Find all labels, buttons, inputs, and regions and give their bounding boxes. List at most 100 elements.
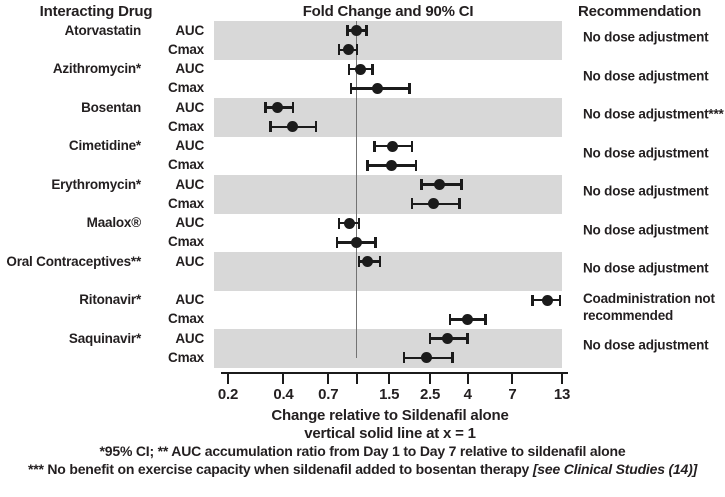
ci-cap-high — [365, 25, 368, 37]
data-point — [355, 63, 367, 75]
ci-cap-low — [531, 294, 534, 306]
footnote-bosentan-citation: [see Clinical Studies (14)] — [532, 461, 698, 477]
data-point — [351, 236, 363, 248]
recommendation-text: No dose adjustment — [583, 222, 709, 238]
ci-cap-low — [402, 352, 406, 364]
param-label: Cmax — [168, 234, 204, 250]
param-label: Cmax — [168, 311, 204, 327]
axis-tick — [282, 372, 285, 384]
group-band — [214, 252, 562, 291]
ci-cap-high — [371, 63, 374, 75]
group-band — [214, 329, 562, 368]
axis-tick — [511, 372, 514, 384]
data-point — [385, 159, 397, 171]
ci-cap-high — [414, 159, 418, 171]
data-point — [386, 140, 398, 152]
drug-name-label: Ritonavir* — [79, 292, 141, 308]
footnote-asterisks: *95% CI; ** AUC accumulation ratio from … — [99, 443, 626, 459]
ci-cap-high — [466, 333, 469, 345]
ci-cap-high — [410, 140, 414, 152]
ci-cap-low — [264, 102, 267, 114]
data-point — [271, 102, 283, 114]
ci-cap-high — [484, 313, 487, 325]
param-label: AUC — [175, 22, 204, 38]
param-label: AUC — [175, 253, 204, 269]
data-point — [351, 25, 363, 37]
vertical-reference-line — [356, 21, 358, 358]
group-band — [214, 175, 562, 214]
param-label: Cmax — [168, 41, 204, 57]
ci-cap-high — [451, 352, 454, 364]
recommendation-text: No dose adjustment — [583, 183, 709, 199]
x-axis-label: Change relative to Sildenafil alone — [271, 407, 509, 424]
ci-cap-low — [448, 313, 452, 325]
ci-cap-high — [460, 179, 463, 191]
drug-name-label: Atorvastatin — [64, 22, 142, 38]
param-label: Cmax — [168, 118, 204, 134]
column-header-interacting-drug: Interacting Drug — [39, 3, 153, 20]
footnote-bosentan: *** No benefit on exercise capacity when… — [0, 461, 725, 478]
axis-tick — [466, 372, 469, 384]
ci-cap-low — [337, 44, 341, 56]
param-label: Cmax — [168, 80, 204, 96]
param-label: AUC — [175, 99, 204, 115]
data-point — [362, 256, 374, 268]
axis-tick-label: 4 — [463, 386, 472, 403]
param-label: Cmax — [168, 195, 204, 211]
recommendation-text: No dose adjustment — [583, 68, 709, 84]
recommendation-text: No dose adjustment — [583, 29, 709, 45]
drug-name-label: Azithromycin* — [52, 61, 141, 77]
axis-tick — [355, 372, 358, 384]
drug-name-label: Maalox® — [86, 215, 142, 231]
ci-cap-high — [458, 198, 461, 210]
axis-tick-label: 0.2 — [217, 386, 239, 403]
recommendation-text: No dose adjustment — [583, 337, 709, 353]
column-header-recommendation: Recommendation — [578, 3, 702, 20]
data-point — [372, 82, 384, 94]
axis-tick — [561, 372, 563, 384]
drug-name-label: Bosentan — [81, 99, 141, 115]
data-point — [441, 333, 453, 345]
x-axis-line — [221, 372, 568, 374]
axis-tick-label: 0.7 — [318, 386, 339, 403]
data-point — [287, 121, 299, 133]
drug-name-label: Saquinavir* — [68, 330, 141, 346]
axis-tick — [327, 372, 330, 384]
footnote-bosentan-text: *** No benefit on exercise capacity when… — [27, 461, 533, 477]
data-point — [433, 179, 445, 191]
data-point — [427, 198, 439, 210]
ci-cap-high — [558, 294, 562, 306]
ci-cap-low — [347, 63, 351, 75]
axis-tick — [227, 372, 229, 384]
ci-cap-high — [357, 217, 361, 229]
param-label: AUC — [175, 330, 204, 346]
param-label: AUC — [175, 292, 204, 308]
ci-cap-high — [378, 256, 382, 268]
axis-tick-label: 13 — [553, 386, 571, 403]
axis-tick — [429, 372, 432, 384]
param-label: Cmax — [168, 349, 204, 365]
ci-cap-high — [291, 102, 295, 114]
ci-cap-low — [346, 25, 349, 37]
data-point — [462, 313, 474, 325]
recommendation-text: No dose adjustment — [583, 145, 709, 161]
ci-cap-high — [355, 44, 359, 56]
ci-cap-high — [374, 236, 377, 248]
axis-tick — [388, 372, 391, 384]
ci-cap-low — [428, 333, 432, 345]
recommendation-text: Coadministration not recommended — [583, 290, 715, 323]
ci-cap-low — [373, 140, 376, 152]
data-point — [343, 217, 355, 229]
data-point — [421, 352, 433, 364]
param-label: Cmax — [168, 157, 204, 173]
data-point — [342, 44, 354, 56]
drug-name-label: Oral Contraceptives** — [6, 253, 141, 269]
ci-cap-low — [366, 159, 369, 171]
ci-cap-low — [269, 121, 272, 133]
ci-cap-low — [335, 236, 339, 248]
ci-cap-high — [314, 121, 318, 133]
param-label: AUC — [175, 138, 204, 154]
column-header-fold-change: Fold Change and 90% CI — [302, 3, 474, 20]
ci-cap-low — [410, 198, 414, 210]
